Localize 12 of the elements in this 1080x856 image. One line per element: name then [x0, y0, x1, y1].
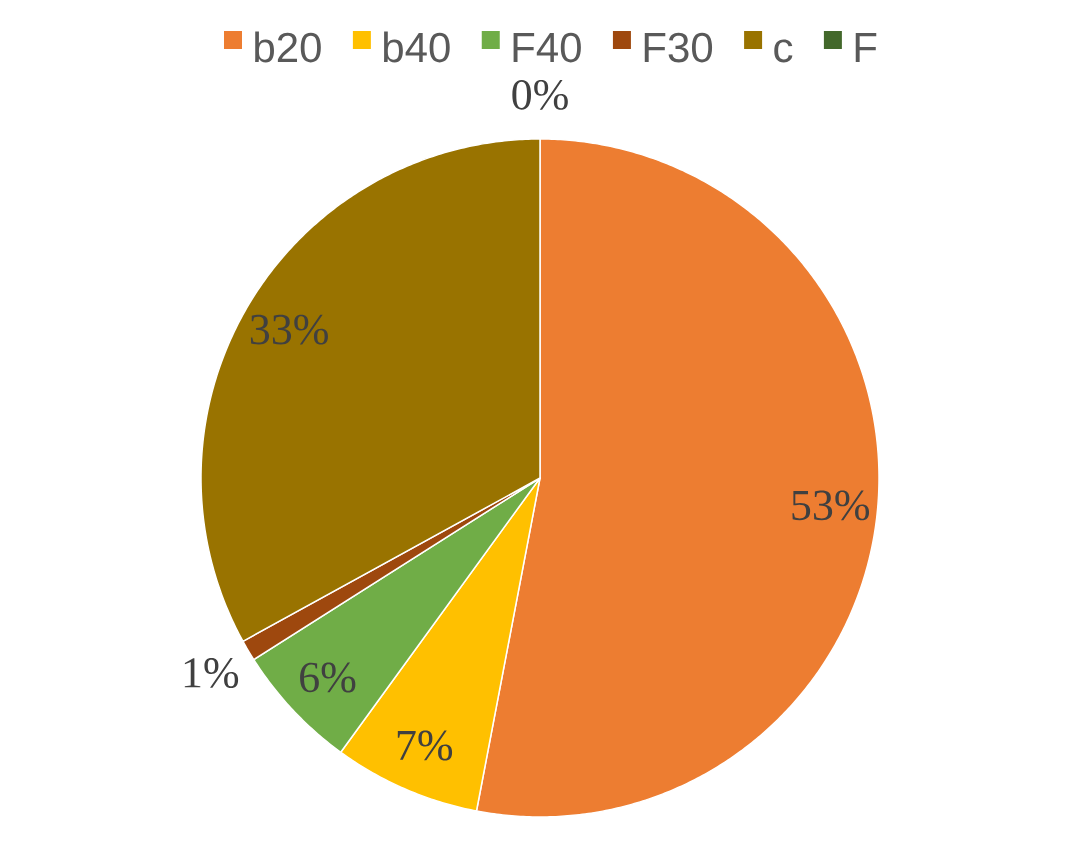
legend-label: F30: [644, 32, 713, 63]
legend-label: b40: [383, 31, 450, 63]
legend-label: b20: [255, 31, 321, 63]
data-label: 53%: [792, 490, 870, 521]
data-label: 7%: [397, 730, 453, 761]
text: 0%: [512, 79, 568, 110]
legend-label: F: [855, 33, 877, 62]
data-label: 1%: [184, 658, 239, 688]
legend-label: F40: [513, 32, 581, 63]
data-label: 33%: [250, 314, 328, 345]
legend-label: c: [774, 39, 793, 63]
data-label: 6%: [300, 662, 356, 693]
